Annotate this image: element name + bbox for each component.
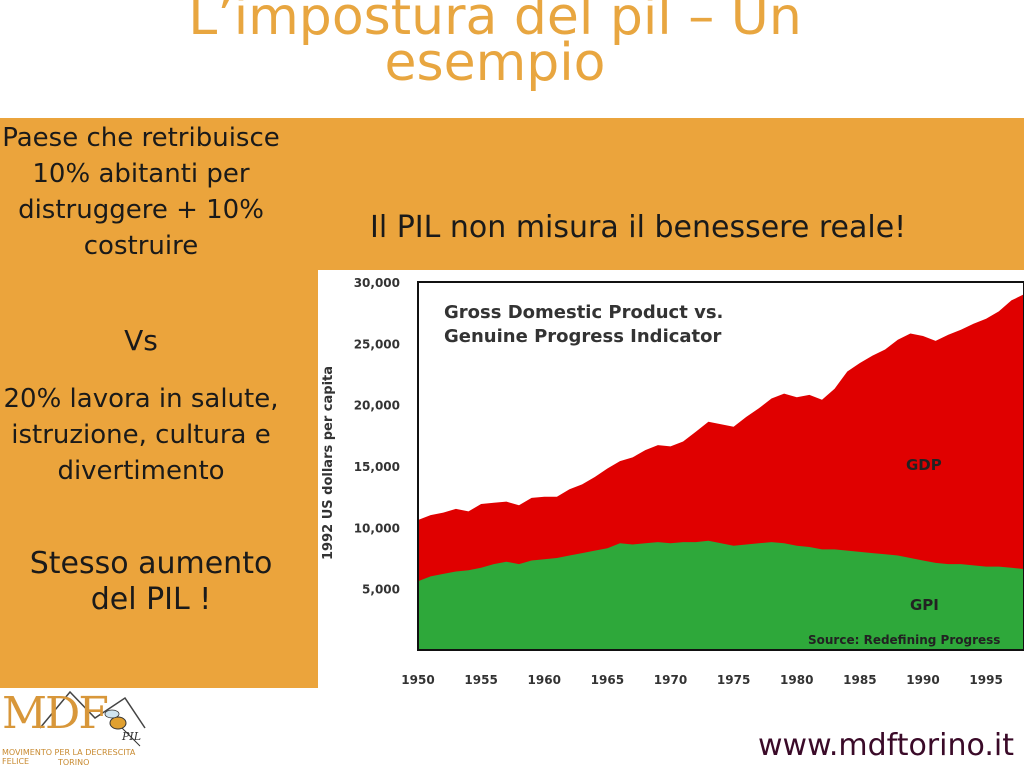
x-tick-label: 1975 [717, 673, 750, 687]
gdp-series-label: GDP [906, 456, 942, 474]
left-text-conclusion: Stesso aumento del PIL ! [29, 546, 273, 617]
left-text-block-1: Paese che retribuisce 10% abitanti per d… [2, 123, 280, 261]
logo-pil-text: PIL [122, 730, 142, 743]
gpi-series-area [418, 540, 1024, 650]
x-tick-label: 1965 [591, 673, 624, 687]
logo-wordmark: MDF [2, 688, 109, 739]
chart-title-line2: Genuine Progress Indicator [444, 326, 722, 347]
plot-border [417, 281, 1024, 651]
gdp-gpi-chart: 30,000 25,000 20,000 15,000 10,000 5,000 1950 1… [321, 276, 1024, 687]
y-tick-label: 30,000 [354, 276, 400, 290]
axis-ticks: 30,000 25,000 20,000 15,000 10,000 5,000 1950 1… [354, 276, 1003, 687]
y-tick-label: 25,000 [354, 337, 400, 351]
chart-source: Source: Redefining Progress [808, 633, 1000, 647]
chart-title: Gross Domestic Product vs. [444, 302, 723, 323]
logo-subtitle: MOVIMENTO PER LA DECRESCITA FELICE [2, 748, 136, 766]
slide-subtitle: Il PIL non misura il benessere reale! [370, 210, 907, 245]
x-tick-label: 1980 [780, 673, 813, 687]
y-tick-label: 10,000 [354, 521, 400, 535]
x-tick-label: 1985 [843, 673, 876, 687]
left-text-block-3: 20% lavora in salute, istruzione, cultur… [3, 384, 279, 486]
x-tick-label: 1995 [969, 673, 1002, 687]
x-tick-label: 1960 [528, 673, 561, 687]
left-text-panel [0, 118, 318, 688]
y-tick-label: 20,000 [354, 399, 400, 413]
x-tick-label: 1955 [464, 673, 497, 687]
y-tick-label: 15,000 [354, 460, 400, 474]
slide-title: L’impostura del pil – Un esempio [188, 0, 802, 93]
x-tick-label: 1950 [401, 673, 434, 687]
y-axis-label: 1992 US dollars per capita [321, 366, 336, 560]
left-text-vs: Vs [124, 324, 158, 357]
mdf-logo: MDF PIL MOVIMENTO PER LA DECRESCITA FELI… [0, 688, 146, 768]
gpi-series-label: GPI [910, 596, 939, 614]
x-tick-label: 1970 [654, 673, 687, 687]
plot-area [417, 281, 1024, 651]
mountain-bee-icon [39, 690, 146, 747]
logo-city: TORINO [58, 758, 90, 767]
x-tick-label: 1990 [906, 673, 939, 687]
footer-website-link[interactable]: www.mdftorino.it [758, 728, 1014, 763]
y-tick-label: 5,000 [362, 583, 400, 597]
